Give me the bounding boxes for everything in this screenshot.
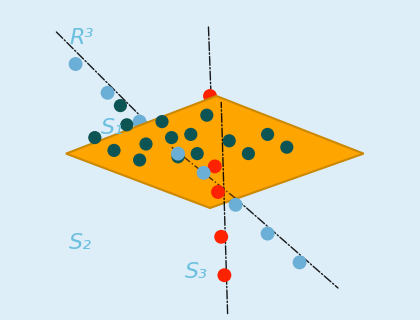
Point <box>284 145 290 150</box>
Point <box>221 273 228 278</box>
Point <box>159 119 165 124</box>
Text: S₂: S₂ <box>69 233 92 253</box>
Point <box>123 122 130 127</box>
Point <box>215 189 221 195</box>
Point <box>264 132 271 137</box>
Point <box>187 132 194 137</box>
Text: S₁: S₁ <box>101 118 124 138</box>
Point <box>72 61 79 67</box>
Point <box>203 113 210 118</box>
Text: S₃: S₃ <box>184 262 207 282</box>
Point <box>194 151 201 156</box>
Point <box>245 151 252 156</box>
Point <box>218 234 225 239</box>
Point <box>136 119 143 124</box>
Point <box>175 154 181 159</box>
Point <box>110 148 117 153</box>
Point <box>232 202 239 207</box>
Text: R³: R³ <box>69 28 94 48</box>
Point <box>264 231 271 236</box>
Point <box>296 260 303 265</box>
Point <box>168 135 175 140</box>
Point <box>136 157 143 163</box>
Point <box>117 103 124 108</box>
Point <box>200 170 207 175</box>
Point <box>175 151 181 156</box>
Point <box>207 93 213 99</box>
Point <box>143 141 150 147</box>
Point <box>104 90 111 95</box>
Point <box>92 135 98 140</box>
Point <box>208 125 215 131</box>
Point <box>226 138 233 143</box>
Polygon shape <box>66 96 364 208</box>
Point <box>211 164 218 169</box>
